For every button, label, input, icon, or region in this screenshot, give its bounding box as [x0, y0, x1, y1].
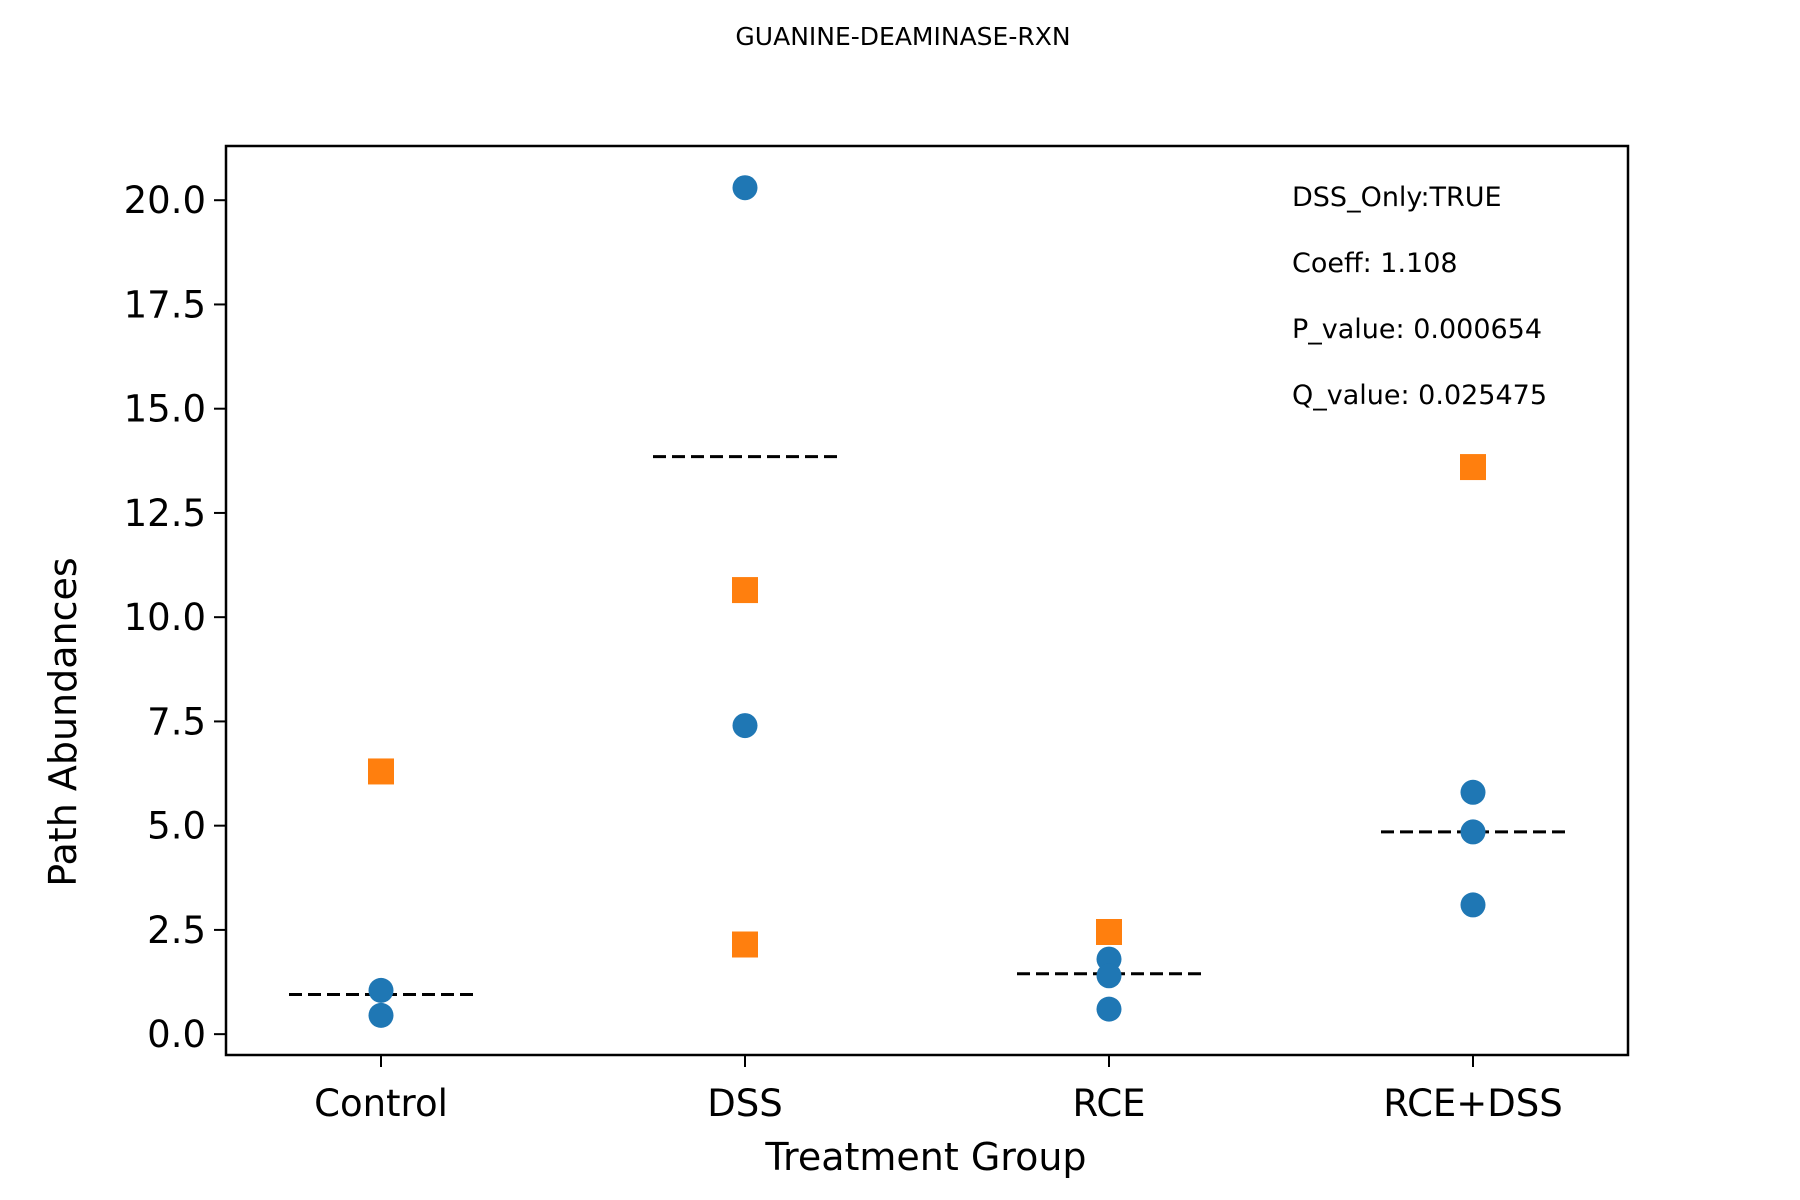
annotation-line-2: P_value: 0.000654	[1292, 314, 1542, 345]
stats-annotation: DSS_Only:TRUE Coeff: 1.108 P_value: 0.0006…	[1292, 182, 1547, 411]
circle-point-5	[1096, 963, 1122, 989]
circle-point-8	[1460, 819, 1486, 845]
square-point-1	[732, 577, 758, 604]
annotation-line-0: DSS_Only:TRUE	[1292, 182, 1502, 213]
y-axis-label: Path Abundances	[41, 557, 85, 886]
y-tick-label: 20.0	[124, 179, 206, 222]
x-tick-label: RCE+DSS	[1383, 1082, 1563, 1125]
y-tick-label: 0.0	[147, 1013, 206, 1056]
y-tick-label: 15.0	[124, 388, 206, 431]
x-tick-label: DSS	[707, 1082, 782, 1125]
circle-point-3	[732, 713, 758, 739]
plot-frame	[224, 144, 1630, 1057]
y-tick-label: 2.5	[147, 909, 206, 952]
circle-point-9	[1460, 892, 1486, 918]
square-point-3	[1096, 918, 1122, 945]
y-tick-label: 10.0	[124, 596, 206, 639]
x-tick-label: RCE	[1072, 1082, 1145, 1125]
data-marks	[289, 175, 1565, 1028]
circle-point-0	[368, 977, 394, 1003]
circle-point-7	[1460, 779, 1486, 805]
circle-point-2	[732, 175, 758, 201]
y-tick-label: 5.0	[147, 805, 206, 848]
square-point-0	[368, 758, 394, 785]
square-point-2	[732, 931, 758, 958]
x-tick-label: Control	[314, 1082, 448, 1125]
x-axis-label: Treatment Group	[764, 1135, 1086, 1179]
circle-point-6	[1096, 996, 1122, 1022]
circle-point-1	[368, 1002, 394, 1028]
plot-area: 0.0 2.5 5.0 7.5 10.0 12.5 15.0 17.5 20.0 Control D…	[124, 144, 1630, 1125]
annotation-line-3: Q_value: 0.025475	[1292, 380, 1547, 411]
y-tick-label: 7.5	[147, 700, 206, 743]
annotation-line-1: Coeff: 1.108	[1292, 248, 1458, 279]
y-tick-label: 17.5	[124, 283, 206, 326]
square-point-4	[1460, 454, 1486, 481]
y-tick-label: 12.5	[124, 492, 206, 535]
chart-title: GUANINE-DEAMINASE-RXN	[735, 22, 1070, 51]
